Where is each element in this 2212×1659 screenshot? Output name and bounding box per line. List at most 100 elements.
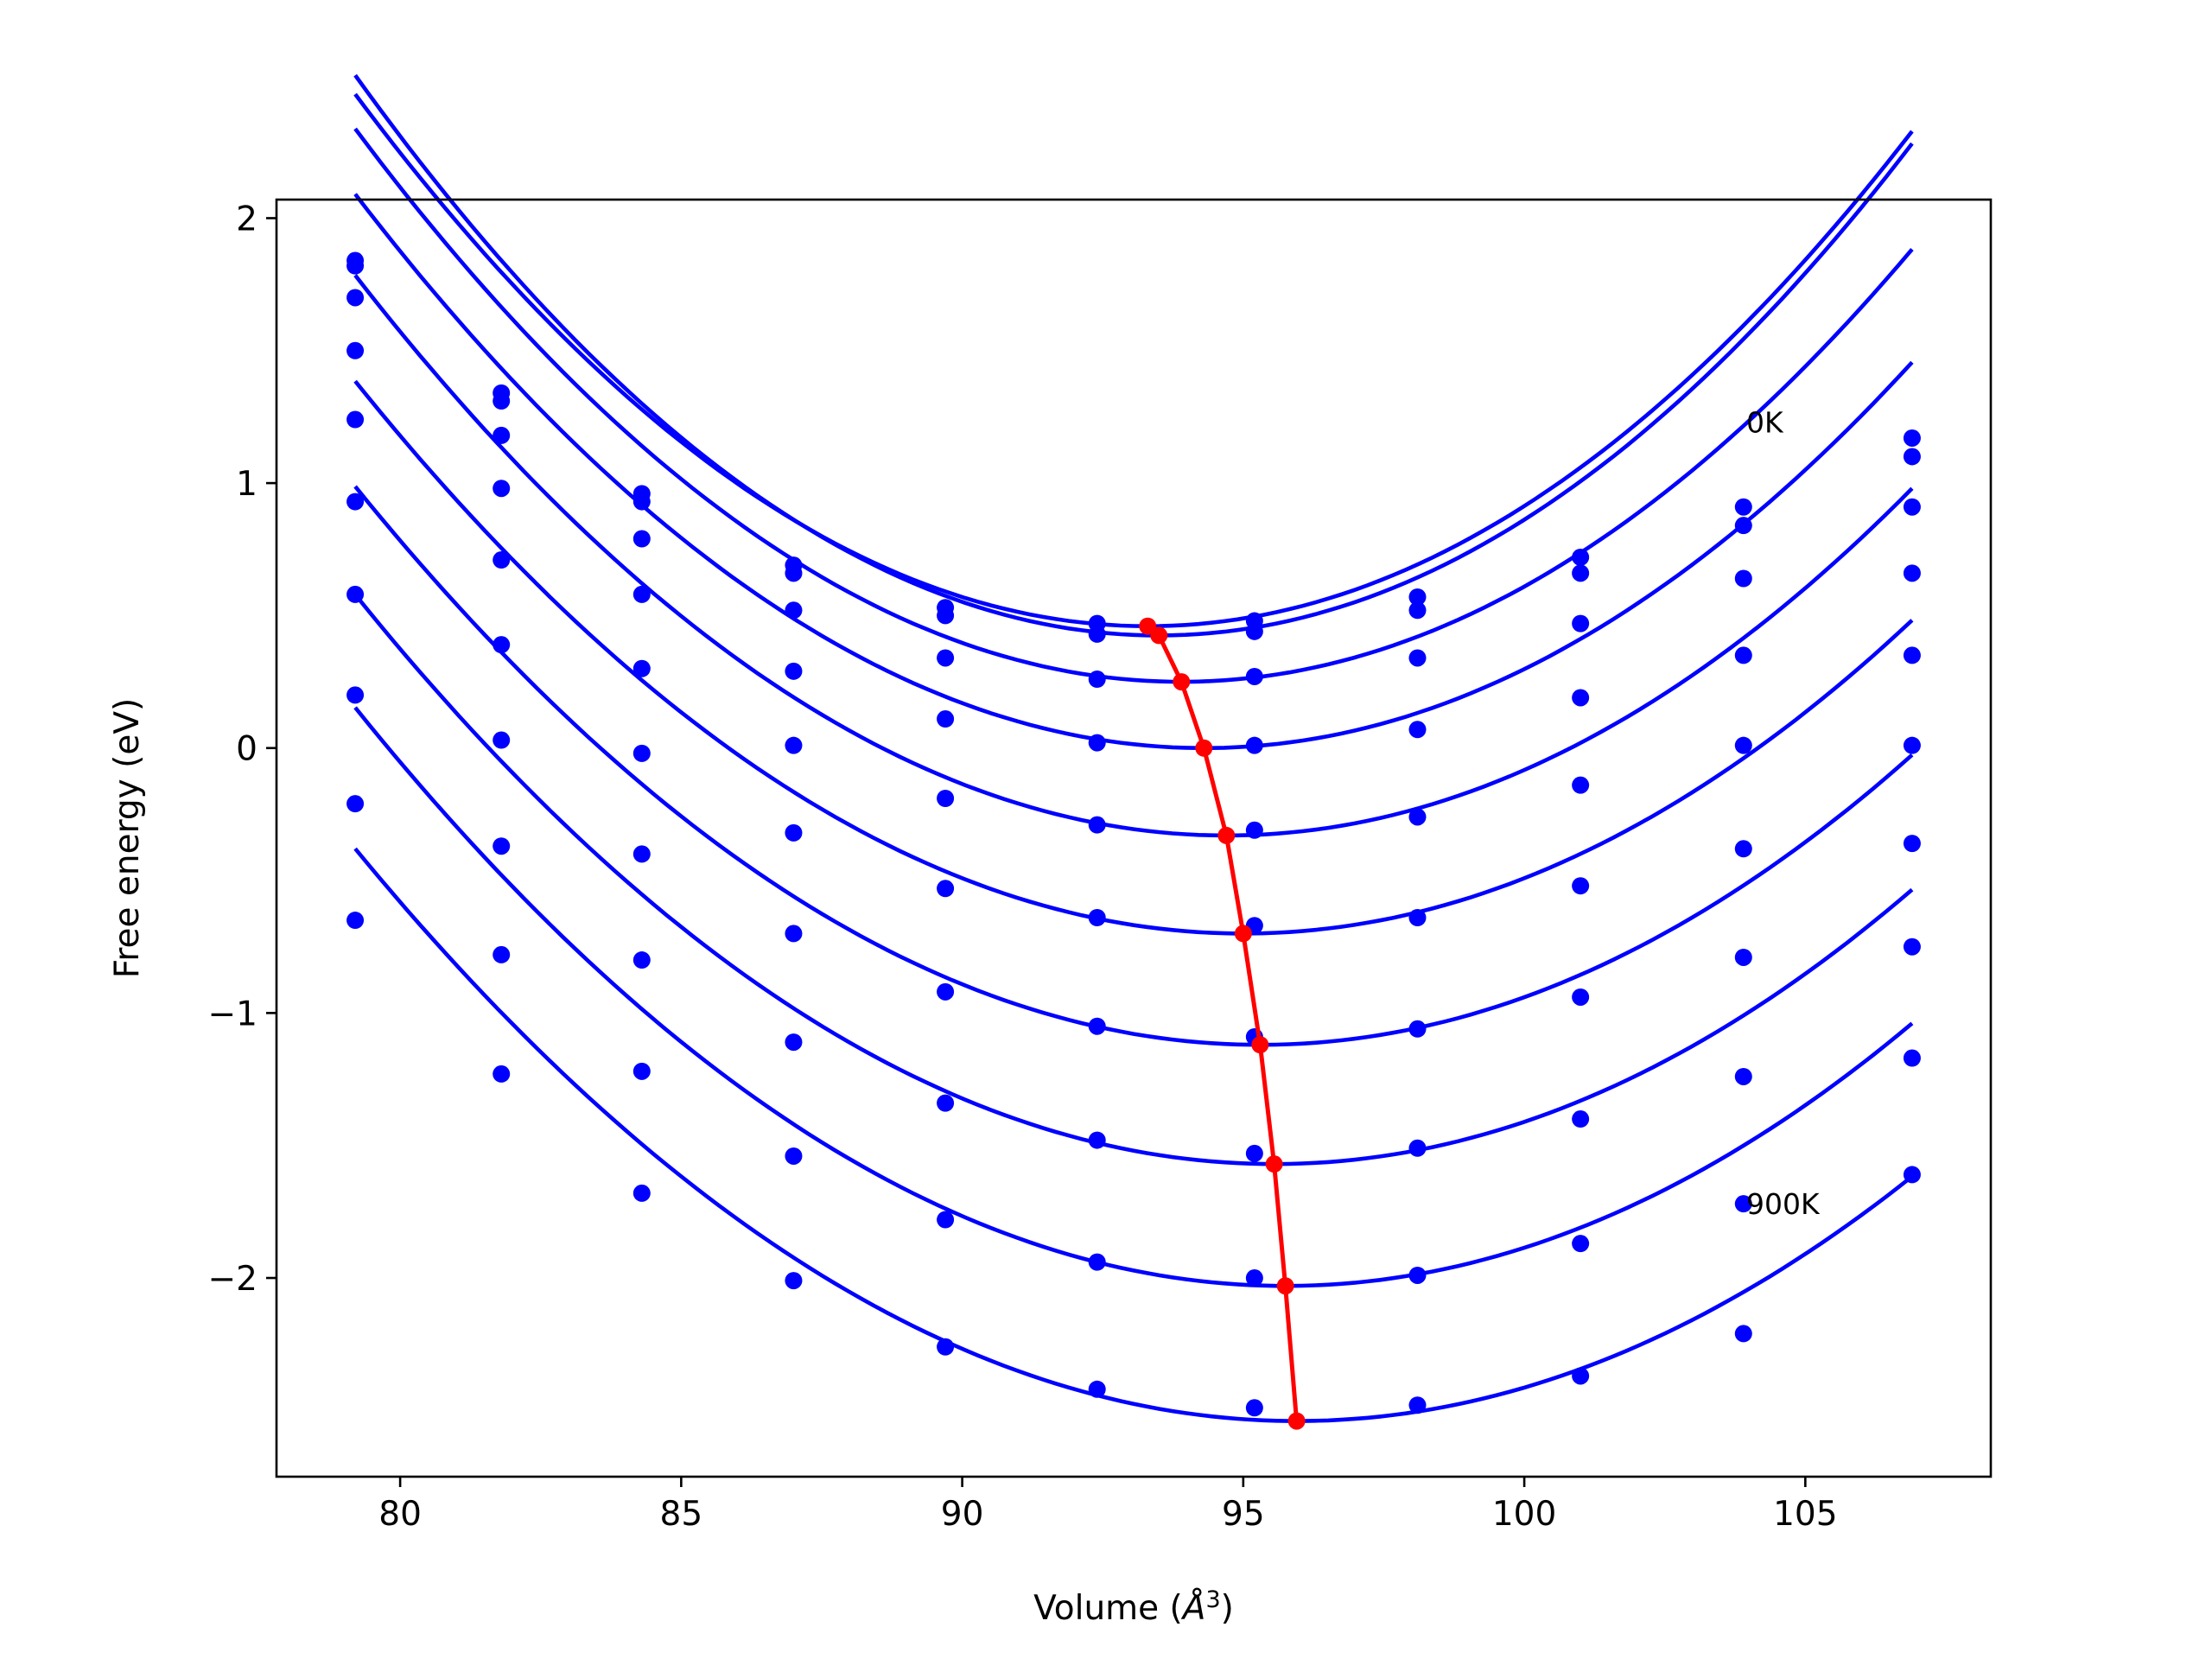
- data-point: [346, 493, 365, 511]
- data-point: [1245, 622, 1263, 640]
- data-point: [785, 601, 803, 620]
- data-point: [1088, 671, 1106, 689]
- data-point: [632, 951, 651, 969]
- data-point: [1088, 1253, 1106, 1271]
- data-point: [1734, 1195, 1752, 1213]
- data-point: [1245, 821, 1263, 839]
- minimum-point: [1251, 1036, 1269, 1054]
- data-point: [1408, 908, 1427, 926]
- data-point: [785, 662, 803, 680]
- annotation-label: 0K: [1746, 406, 1784, 440]
- x-axis-label-unit: Å: [1180, 1587, 1206, 1628]
- x-tick-label: 85: [660, 1495, 703, 1534]
- minima-line: [1146, 624, 1300, 1421]
- data-point: [1408, 1266, 1427, 1284]
- minimum-point: [1150, 626, 1168, 645]
- y-tick-label: 0: [236, 730, 257, 769]
- data-point: [1245, 1144, 1263, 1162]
- data-point: [1572, 689, 1590, 707]
- data-point: [937, 1211, 955, 1229]
- data-point: [937, 982, 955, 1001]
- data-point: [1734, 1067, 1752, 1085]
- fit-curve-0: [353, 92, 1914, 629]
- data-point: [1903, 564, 1921, 582]
- x-axis-label-main: Volume (: [1033, 1589, 1183, 1628]
- data-point: [1245, 1269, 1263, 1287]
- fit-curve-7: [353, 593, 1914, 1166]
- data-point: [1088, 1131, 1106, 1149]
- data-point: [1903, 429, 1921, 447]
- y-tick-label: −2: [208, 1260, 258, 1299]
- data-point: [1734, 569, 1752, 588]
- data-point: [346, 289, 365, 307]
- data-point: [1734, 1325, 1752, 1343]
- fit-curves: [353, 73, 1914, 1423]
- data-point: [1572, 1110, 1590, 1128]
- minimum-point: [1265, 1155, 1283, 1173]
- data-point: [937, 710, 955, 728]
- data-point: [1903, 498, 1921, 516]
- fit-curve-2: [353, 127, 1914, 684]
- minimum-point: [1217, 826, 1236, 844]
- fit-curve-4: [353, 274, 1914, 838]
- data-point: [785, 1272, 803, 1290]
- data-point: [1572, 1235, 1590, 1253]
- data-point: [1903, 448, 1921, 466]
- data-point: [1245, 667, 1263, 685]
- x-tick-label: 100: [1492, 1495, 1556, 1534]
- data-point: [1245, 1399, 1263, 1417]
- x-tick-label: 105: [1773, 1495, 1837, 1534]
- data-point: [1088, 908, 1106, 926]
- y-axis-ticks: −2 −1 0 1 2: [208, 200, 276, 1299]
- fit-curve-9: [353, 847, 1914, 1423]
- data-point: [1408, 588, 1427, 606]
- data-point: [1903, 938, 1921, 956]
- data-point: [785, 736, 803, 754]
- data-point: [1408, 1020, 1427, 1038]
- data-point: [346, 410, 365, 429]
- data-point: [785, 1147, 803, 1165]
- data-point: [937, 880, 955, 898]
- annotations: 0K 900K: [1746, 406, 1821, 1222]
- data-point: [632, 530, 651, 548]
- data-point: [493, 392, 511, 410]
- data-point: [1408, 1139, 1427, 1157]
- fit-curve-6: [353, 485, 1914, 1047]
- data-point: [1572, 1367, 1590, 1385]
- data-point: [632, 845, 651, 863]
- data-point: [785, 823, 803, 842]
- data-point: [1408, 808, 1427, 826]
- data-point: [493, 551, 511, 569]
- minimum-point: [1276, 1277, 1294, 1295]
- data-point: [1903, 736, 1921, 754]
- data-point: [1572, 614, 1590, 632]
- data-point: [1088, 734, 1106, 752]
- data-point: [1408, 601, 1427, 620]
- fit-curve-5: [353, 379, 1914, 936]
- data-point: [937, 607, 955, 625]
- data-point: [937, 1094, 955, 1112]
- data-point: [1408, 1396, 1427, 1414]
- data-point: [1088, 1380, 1106, 1398]
- data-point: [1734, 840, 1752, 858]
- data-point: [937, 790, 955, 808]
- data-point: [346, 341, 365, 359]
- data-point: [785, 925, 803, 943]
- data-point: [632, 744, 651, 762]
- data-point: [1088, 1017, 1106, 1035]
- data-point: [346, 686, 365, 704]
- data-point: [632, 493, 651, 511]
- y-tick-label: 1: [236, 465, 257, 504]
- data-point: [1903, 646, 1921, 664]
- data-point: [1734, 736, 1752, 754]
- y-tick-label: −1: [208, 995, 258, 1033]
- data-point: [1088, 625, 1106, 643]
- data-point: [1572, 877, 1590, 895]
- data-point: [1734, 646, 1752, 664]
- data-point: [1408, 649, 1427, 667]
- data-point: [1734, 517, 1752, 535]
- data-point: [1572, 988, 1590, 1006]
- plot-frame: [275, 198, 1993, 1478]
- x-tick-label: 90: [941, 1495, 984, 1534]
